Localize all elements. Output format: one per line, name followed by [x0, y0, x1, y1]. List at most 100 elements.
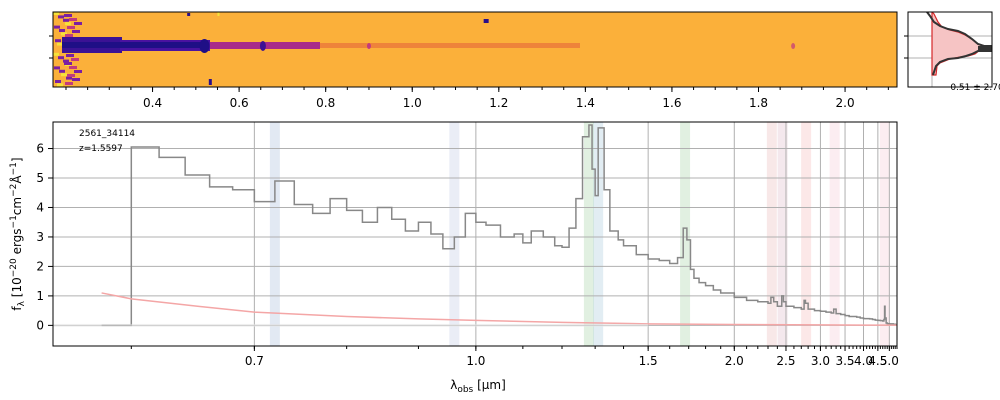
heatmap-cell [61, 32, 67, 36]
heatmap-cell [71, 58, 79, 61]
line-band [680, 122, 691, 346]
heatmap-cell [57, 42, 63, 46]
line-band [829, 122, 840, 346]
x-tick-label: 0.4 [143, 96, 162, 110]
x-tick-label: 2.5 [776, 354, 795, 368]
heatmap-cell [74, 70, 82, 73]
y-tick-label: 5 [36, 171, 44, 185]
heatmap-cell [65, 82, 73, 85]
y-tick-label: 2 [36, 259, 44, 273]
series-error [101, 292, 897, 326]
series-flux [101, 124, 897, 327]
emission-knot [366, 43, 371, 49]
heatmap-cell [74, 22, 82, 25]
heatmap-cell [64, 62, 72, 65]
x-tick-label: 1.4 [576, 96, 595, 110]
heatmap-cell [53, 52, 59, 56]
x-tick-label: 1.2 [489, 96, 508, 110]
heatmap-cell [58, 56, 64, 60]
2d-spectrum-panel: 0.4 0.6 0.8 1.0 1.2 1.4 1.6 1.8 2.0 [49, 11, 898, 110]
x-tick-label: 4.0 [854, 354, 873, 368]
x-tick-label: 1.0 [403, 96, 422, 110]
y-tick-label: 1 [36, 289, 44, 303]
x-tick-label: 2.0 [836, 96, 855, 110]
1d-spectrum-frame [52, 121, 898, 347]
heatmap-cell [57, 83, 63, 87]
stray-pixel [217, 12, 220, 16]
x-tick-label: 1.6 [662, 96, 681, 110]
stray-pixel [187, 13, 191, 16]
line-band [449, 122, 460, 346]
2d-spectrum-frame [52, 11, 898, 88]
stray-pixel [483, 19, 489, 23]
emission-knot [199, 39, 210, 53]
heatmap-cell [59, 69, 65, 73]
x-tick-label: 0.6 [230, 96, 249, 110]
line-band [777, 122, 788, 346]
line-band [593, 122, 604, 346]
profile-peak [978, 46, 992, 51]
spatial-profile-plot [908, 12, 992, 87]
emission-line-bands [269, 122, 890, 346]
heatmap-cell [69, 66, 77, 69]
object-id: 2561_34114 [79, 129, 135, 139]
heatmap-cell [53, 12, 59, 15]
heatmap-cell [65, 34, 73, 37]
spatial-profile-frame [907, 11, 993, 88]
y-tick-label: 6 [36, 142, 44, 156]
x-tick-label: 1.5 [639, 354, 658, 368]
heatmap-cell [63, 59, 69, 63]
heatmap-cell [55, 39, 61, 43]
y-tick-label: 3 [36, 230, 44, 244]
x-tick-label: 2.0 [725, 354, 744, 368]
heatmap-cell [72, 78, 80, 81]
redshift-label: z=1.5597 [79, 144, 123, 154]
heatmap-cell [61, 73, 67, 77]
heatmap-cell [54, 66, 60, 70]
stray-pixel [208, 79, 212, 85]
1d-x-axis: 0.7 1.0 1.5 2.0 2.5 3.0 3.5 4.04.55.0 [130, 346, 899, 368]
heatmap-cell [64, 14, 72, 17]
2d-x-axis: 0.4 0.6 0.8 1.0 1.2 1.4 1.6 1.8 2.0 [65, 87, 889, 110]
1d-spectrum-panel: 0.7 1.0 1.5 2.0 2.5 3.0 3.5 4.04.55.0 0 1 2 3 4 5 6 2… [9, 121, 899, 395]
heatmap-cell [66, 54, 74, 57]
1d-y-axis: 0 1 2 3 4 5 6 [36, 142, 53, 332]
y-tick-label: 0 [36, 318, 44, 332]
heatmap-cell [58, 15, 64, 19]
line-band [269, 122, 280, 346]
profile-model [931, 12, 992, 76]
heatmap-cell [69, 18, 77, 21]
heatmap-cell [54, 25, 60, 29]
x-tick-label: 5.0 [880, 354, 899, 368]
heatmap-cell [59, 29, 65, 32]
line-band [801, 122, 812, 346]
x-tick-label: 1.0 [466, 354, 485, 368]
heatmap-cell [72, 30, 80, 33]
x-tick-label: 3.0 [811, 354, 830, 368]
x-tick-label: 3.5 [835, 354, 854, 368]
heatmap-cell [65, 22, 71, 26]
profile-trace [926, 12, 992, 47]
heatmap-cell [55, 80, 61, 83]
spectrum-trace [320, 43, 580, 48]
profile-label: 0.51 ± 2.70 [950, 83, 1000, 93]
spectrum-lines [53, 124, 897, 327]
heatmap-cell [66, 76, 72, 80]
x-tick-label: 1.8 [749, 96, 768, 110]
y-axis-label: fλ [10−20 ergs−1cm−2Å−1] [9, 157, 27, 310]
line-band [766, 122, 777, 346]
x-axis-label: λobs [μm] [450, 378, 506, 395]
emission-knot [259, 41, 266, 51]
emission-knot [791, 43, 796, 49]
baseline-shade [53, 323, 649, 327]
x-tick-label: 0.8 [316, 96, 335, 110]
x-tick-label: 4.5 [868, 354, 887, 368]
spectrum-trace [62, 42, 202, 48]
line-band [879, 122, 890, 346]
heatmap-cell [63, 18, 69, 22]
x-tick-label: 0.7 [245, 354, 264, 368]
spatial-profile-panel: 0.51 ± 2.70 [904, 11, 1000, 93]
2d-spectrum-image [53, 12, 796, 87]
line-band [583, 122, 594, 346]
